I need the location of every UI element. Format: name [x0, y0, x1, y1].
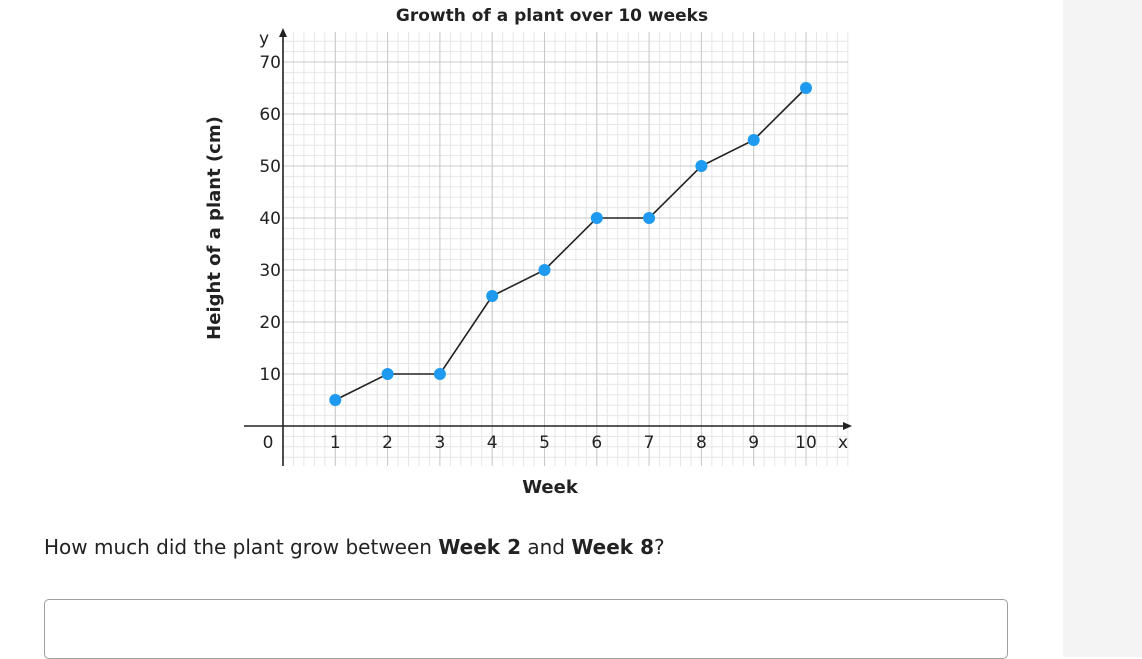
y-tick-label: 40 [259, 209, 281, 229]
x-axis-label: Week [522, 477, 579, 498]
y-tick-label: 30 [259, 261, 281, 281]
axes [244, 28, 852, 466]
data-point [590, 212, 603, 224]
data-point [381, 368, 394, 380]
chart: 0 1 2 3 4 5 6 7 8 9 10 10 20 30 40 50 60 70 Growth of a p… [204, 6, 852, 498]
data-point [643, 212, 656, 224]
question-week-b: Week 8 [571, 535, 654, 559]
x-axis-letter: x [838, 433, 848, 453]
x-tick-label: 2 [382, 433, 393, 453]
x-tick-label: 8 [696, 433, 707, 453]
x-tick-label: 1 [330, 433, 341, 453]
question-middle: and [520, 535, 572, 559]
side-panel [1063, 0, 1142, 657]
x-tick-label: 6 [591, 433, 602, 453]
data-point [329, 394, 342, 406]
data-points [329, 82, 812, 406]
data-point [747, 134, 760, 146]
x-tick-label: 3 [434, 433, 445, 453]
answer-input[interactable] [44, 599, 1008, 659]
data-point [800, 82, 812, 94]
y-tick-label: 70 [259, 53, 281, 73]
tick-labels: 0 1 2 3 4 5 6 7 8 9 10 10 20 30 40 50 60 70 [259, 53, 816, 453]
grid-major [282, 32, 848, 466]
x-tick-label: 10 [795, 433, 817, 453]
y-tick-label: 60 [259, 105, 281, 125]
data-point [433, 368, 446, 380]
y-axis-letter: y [259, 29, 269, 49]
y-tick-label: 20 [259, 313, 281, 333]
x-tick-label: 9 [748, 433, 759, 453]
y-axis-label: Height of a plant (cm) [204, 116, 225, 340]
data-point [695, 160, 708, 172]
x-tick-label: 4 [487, 433, 498, 453]
question-suffix: ? [653, 535, 665, 559]
question-week-a: Week 2 [438, 535, 521, 559]
x-tick-label: 7 [644, 433, 655, 453]
series-line [334, 87, 807, 401]
y-tick-label: 50 [259, 157, 281, 177]
x-axis-arrow [843, 422, 852, 430]
y-tick-label: 10 [259, 365, 281, 385]
x-tick-label: 5 [539, 433, 550, 453]
data-point [486, 290, 499, 302]
data-point [538, 264, 551, 276]
series-polyline [334, 87, 807, 401]
y-axis-arrow [279, 28, 287, 37]
chart-title: Growth of a plant over 10 weeks [396, 6, 708, 26]
question-prefix: How much did the plant grow between [44, 535, 439, 559]
x-tick-label: 0 [263, 433, 274, 453]
question-text: How much did the plant grow between Week… [44, 535, 665, 559]
